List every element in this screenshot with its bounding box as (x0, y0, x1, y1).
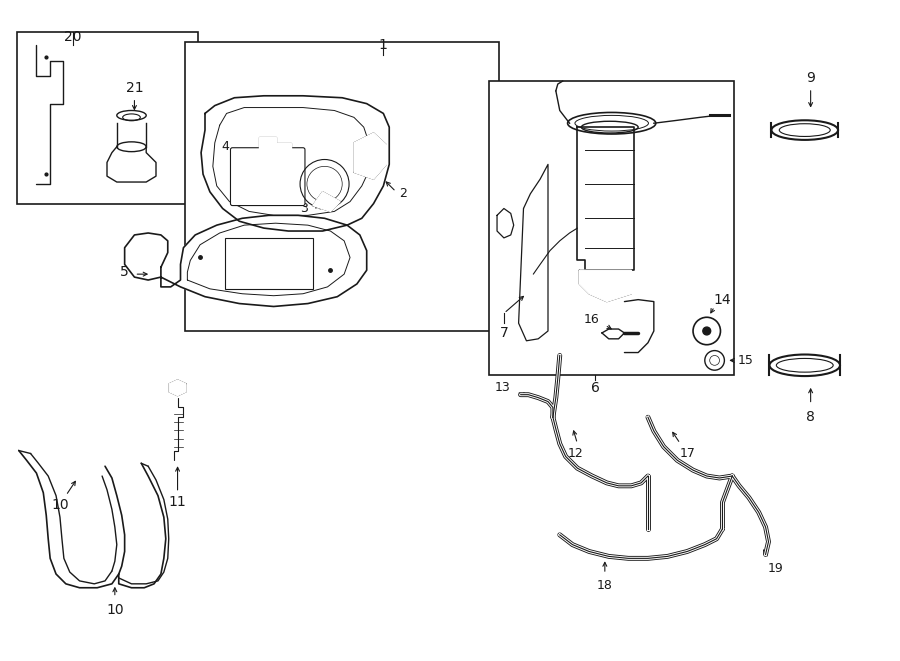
Polygon shape (124, 215, 366, 307)
Text: 19: 19 (768, 562, 783, 574)
Circle shape (701, 325, 713, 337)
Text: 8: 8 (806, 410, 815, 424)
Polygon shape (169, 380, 186, 396)
Text: 9: 9 (806, 71, 815, 85)
Text: 4: 4 (221, 140, 230, 153)
Bar (490, 81, 734, 375)
Polygon shape (578, 127, 634, 270)
Polygon shape (201, 96, 389, 231)
Text: 21: 21 (126, 81, 143, 95)
Text: 17: 17 (680, 447, 695, 460)
Polygon shape (354, 133, 386, 179)
Bar (17, 32, 198, 204)
Text: 10: 10 (106, 603, 123, 617)
Bar (225, 238, 313, 289)
Text: 10: 10 (51, 498, 68, 512)
Text: 6: 6 (590, 381, 599, 395)
Text: 11: 11 (168, 496, 186, 510)
Text: 16: 16 (583, 313, 599, 326)
Text: 14: 14 (714, 293, 732, 307)
Text: 15: 15 (738, 354, 754, 367)
Polygon shape (580, 270, 631, 301)
FancyBboxPatch shape (230, 147, 305, 206)
Text: 5: 5 (120, 265, 129, 279)
Circle shape (703, 327, 711, 335)
Polygon shape (259, 137, 275, 153)
Bar (185, 42, 499, 331)
Text: 3: 3 (300, 202, 308, 215)
Text: 2: 2 (399, 187, 407, 200)
Text: 18: 18 (597, 579, 613, 592)
Polygon shape (313, 192, 340, 212)
Text: 13: 13 (495, 381, 511, 395)
Text: 7: 7 (500, 326, 508, 340)
Text: 12: 12 (568, 447, 583, 460)
Text: 20: 20 (64, 30, 81, 44)
Text: 1: 1 (379, 38, 388, 52)
Polygon shape (275, 143, 292, 159)
